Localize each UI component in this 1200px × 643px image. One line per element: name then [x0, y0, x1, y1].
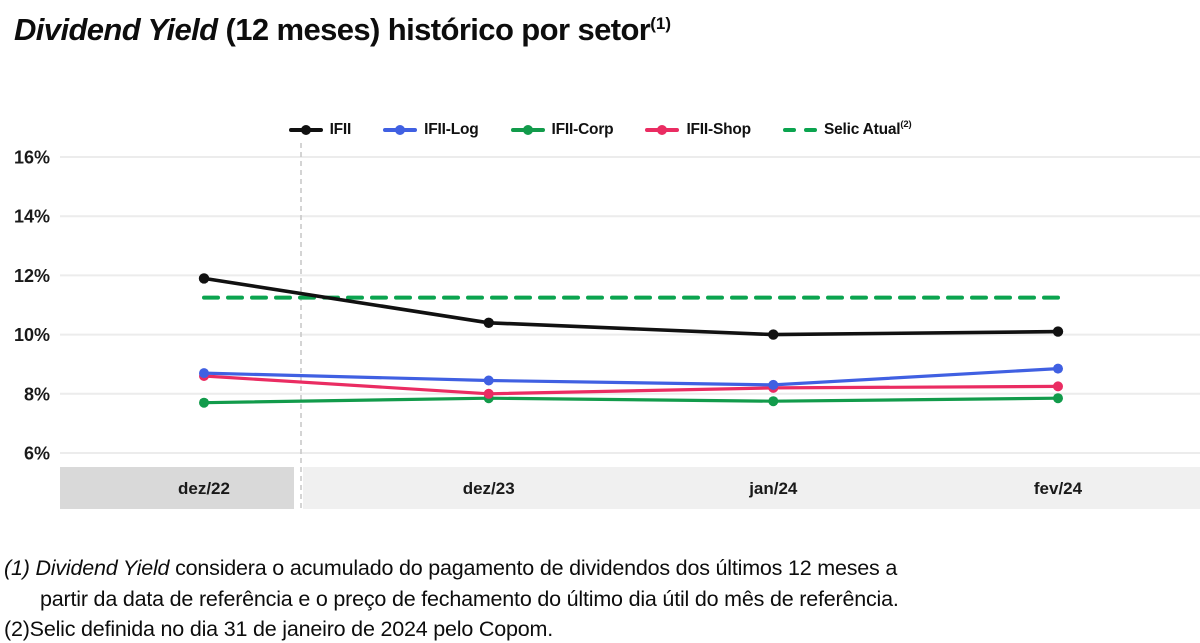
legend-label-selic-atual: Selic Atual(2) [823, 119, 912, 139]
legend-label-ifii-log: IFII-Log [424, 121, 479, 138]
data-point-ifii-log-jan-24 [768, 379, 779, 390]
legend-dash [803, 128, 817, 132]
legend-item-ifii-shop: IFII-Shop [645, 121, 751, 139]
line-dot-swatch-ifii [288, 124, 323, 136]
series-line-ifii-corp [202, 396, 1060, 405]
data-point-ifii-log-fev-24 [1053, 363, 1063, 374]
data-point-ifii-dez-23 [483, 317, 494, 328]
y-tick-label-10pct: 10% [14, 325, 50, 345]
series-line-ifii-shop [202, 374, 1060, 396]
dividend-yield-line-chart: 16% 14% 12% 10% 8% 6% dez/22 dez/23 jan/24 fev/24 [14, 143, 1200, 511]
dashed-line-swatch-selic-atual [782, 124, 817, 136]
data-point-ifii-shop-fev-24 [1053, 381, 1063, 392]
footnote-1-italic: (1) Dividend Yield [4, 556, 170, 580]
x-axis-band-highlight [60, 467, 294, 509]
y-tick-label-6pct: 6% [24, 444, 50, 464]
footnotes: (1) Dividend Yield considera o acumulado… [4, 553, 899, 643]
line-dot-swatch-ifii-corp [510, 124, 545, 136]
footnote-2: (2)Selic definida no dia 31 de janeiro d… [4, 617, 553, 641]
y-tick-label-8pct: 8% [24, 384, 50, 404]
x-tick-label-jan-24: jan/24 [748, 479, 798, 498]
series-line-ifii [202, 276, 1060, 337]
legend-label-ifii-corp: IFII-Corp [551, 121, 614, 138]
data-point-ifii-corp-jan-24 [768, 396, 779, 407]
legend-item-ifii-log: IFII-Log [383, 121, 479, 139]
data-point-ifii-shop-dez-23 [483, 388, 494, 399]
data-point-ifii-log-dez-23 [483, 375, 494, 386]
legend-item-ifii-corp: IFII-Corp [510, 121, 614, 139]
series-line-ifii-log [202, 367, 1060, 387]
legend-label-ifii: IFII [329, 121, 352, 138]
legend-dot [300, 125, 311, 135]
legend-item-ifii: IFII [288, 121, 352, 139]
page-title: Dividend Yield (12 meses) histórico por … [14, 12, 671, 48]
y-tick-label-12pct: 12% [14, 266, 50, 286]
legend-dot [657, 125, 668, 135]
x-tick-label-dez-22: dez/22 [178, 479, 230, 498]
title-regular-part: (12 meses) histórico por setor [217, 12, 651, 47]
legend-dot [522, 125, 533, 135]
legend-dash [782, 128, 796, 132]
data-point-ifii-fev-24 [1052, 326, 1064, 337]
footnote-1-rest: considera o acumulado do pagamento de di… [169, 556, 898, 580]
y-tick-label-16pct: 16% [14, 148, 50, 168]
x-axis-band [303, 467, 1200, 509]
title-footnote-marker: (1) [650, 14, 672, 33]
title-italic-part: Dividend Yield [14, 12, 218, 47]
y-tick-label-14pct: 14% [14, 207, 50, 227]
data-point-ifii-jan-24 [768, 329, 779, 340]
footnote-1-line-2: partir da data de referência e o preço d… [40, 586, 899, 611]
line-dot-swatch-ifii-shop [645, 124, 680, 136]
footnote-1-line-1: (1) Dividend Yield considera o acumulado… [4, 553, 899, 584]
x-tick-label-dez-23: dez/23 [463, 479, 515, 498]
legend-item-selic-atual: Selic Atual(2) [782, 119, 912, 139]
data-point-ifii-log-dez-22 [199, 368, 209, 379]
data-point-ifii-dez-22 [198, 273, 210, 284]
legend-footnote-marker: (2) [900, 119, 912, 131]
line-dot-swatch-ifii-log [383, 124, 418, 136]
x-tick-label-fev-24: fev/24 [1034, 479, 1083, 498]
legend-dot [395, 125, 406, 135]
legend-label-ifii-shop: IFII-Shop [686, 121, 751, 138]
data-point-ifii-corp-fev-24 [1053, 393, 1063, 404]
chart-legend: IFII IFII-Log IFII-Corp IFII-Shop Selic Atua… [0, 119, 1200, 140]
data-point-ifii-corp-dez-22 [199, 397, 209, 408]
